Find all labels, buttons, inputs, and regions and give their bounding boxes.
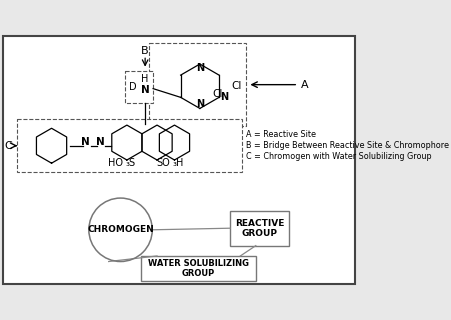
Text: N: N [81, 137, 90, 147]
Text: C: C [4, 141, 12, 151]
Bar [141, 256, 256, 281]
Text: HO: HO [108, 158, 123, 168]
Bar [125, 71, 153, 103]
Text: Cl: Cl [231, 81, 242, 91]
Text: WATER SOLUBILIZING
GROUP: WATER SOLUBILIZING GROUP [148, 259, 249, 278]
Text: ₃H: ₃H [173, 158, 184, 168]
Text: Cl: Cl [212, 89, 222, 99]
Text: A: A [301, 80, 309, 90]
Text: A = Reactive Site: A = Reactive Site [246, 130, 316, 139]
Text: N: N [196, 100, 204, 109]
Text: C = Chromogen with Water Solubilizing Group: C = Chromogen with Water Solubilizing Gr… [246, 152, 432, 161]
Text: B: B [141, 45, 149, 56]
Bar [18, 119, 242, 172]
Bar [149, 43, 246, 126]
Text: D: D [129, 82, 137, 92]
Text: REACTIVE
GROUP: REACTIVE GROUP [235, 219, 285, 238]
Text: N: N [141, 85, 150, 95]
Text: N: N [196, 63, 204, 73]
Text: SO: SO [157, 158, 170, 168]
Text: H: H [142, 74, 149, 84]
Text: N: N [220, 92, 228, 102]
Text: N: N [96, 137, 104, 147]
Text: B = Bridge Between Reactive Site & Chromophore: B = Bridge Between Reactive Site & Chrom… [246, 141, 449, 150]
Text: CHROMOGEN: CHROMOGEN [87, 225, 154, 234]
Bar [230, 211, 290, 246]
Text: ₃S: ₃S [125, 158, 135, 168]
